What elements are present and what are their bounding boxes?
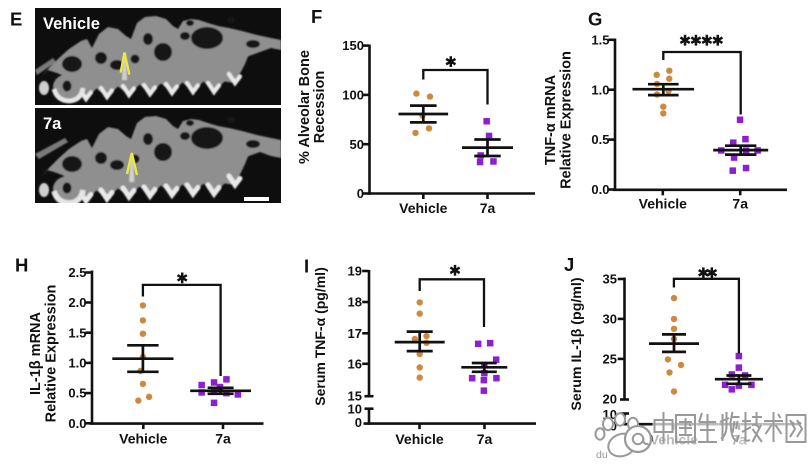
svg-text:Relative Expression: Relative Expression — [559, 51, 575, 189]
svg-text:I: I — [304, 256, 309, 277]
svg-text:0.0: 0.0 — [591, 182, 609, 197]
svg-text:0.5: 0.5 — [591, 132, 609, 147]
svg-text:10: 10 — [348, 402, 362, 417]
svg-text:1.0: 1.0 — [68, 356, 86, 371]
svg-text:25: 25 — [603, 352, 617, 367]
svg-text:G: G — [588, 9, 602, 30]
svg-text:1.0: 1.0 — [591, 82, 609, 97]
svg-text:E: E — [10, 9, 22, 30]
svg-text:0.0: 0.0 — [68, 416, 86, 431]
svg-text:Serum IL-1β (pg/ml): Serum IL-1β (pg/ml) — [569, 277, 585, 410]
svg-text:Vehicle: Vehicle — [395, 431, 443, 447]
svg-text:TNF-α mRNA: TNF-α mRNA — [543, 74, 559, 165]
svg-text:100: 100 — [342, 88, 364, 103]
svg-text:16: 16 — [348, 356, 362, 371]
svg-text:7a: 7a — [215, 431, 231, 447]
svg-text:19: 19 — [348, 264, 362, 279]
svg-text:IL-1β mRNA: IL-1β mRNA — [28, 311, 44, 394]
svg-text:1.5: 1.5 — [68, 325, 86, 340]
svg-text:1.5: 1.5 — [591, 32, 609, 47]
svg-text:Vehicle: Vehicle — [43, 15, 100, 33]
svg-text:F: F — [311, 6, 322, 27]
svg-text:2.5: 2.5 — [68, 265, 86, 280]
svg-text:0: 0 — [357, 186, 364, 201]
svg-text:7a: 7a — [477, 431, 493, 447]
svg-text:7a: 7a — [43, 115, 62, 133]
svg-text:17: 17 — [348, 326, 362, 341]
svg-text:Vehicle: Vehicle — [399, 200, 447, 216]
svg-text:15: 15 — [348, 389, 362, 404]
svg-text:18: 18 — [348, 295, 362, 310]
svg-text:J: J — [564, 254, 574, 275]
svg-text:% Alveolar Bone: % Alveolar Bone — [297, 50, 313, 164]
svg-text:150: 150 — [342, 38, 364, 53]
svg-text:Recession: Recession — [312, 71, 328, 144]
svg-text:20: 20 — [603, 391, 617, 406]
svg-text:Vehicle: Vehicle — [639, 196, 687, 212]
svg-text:0.5: 0.5 — [68, 386, 86, 401]
svg-text:0: 0 — [355, 415, 362, 430]
svg-text:H: H — [15, 255, 28, 276]
svg-text:2.0: 2.0 — [68, 295, 86, 310]
svg-text:35: 35 — [603, 272, 617, 287]
svg-text:7a: 7a — [732, 196, 748, 212]
svg-text:7a: 7a — [480, 200, 496, 216]
svg-text:Serum TNF-α (pg/ml): Serum TNF-α (pg/ml) — [312, 267, 328, 406]
svg-text:50: 50 — [350, 137, 364, 152]
svg-text:30: 30 — [603, 312, 617, 327]
svg-text:du: du — [596, 449, 608, 461]
svg-text:Relative Expression: Relative Expression — [44, 285, 60, 423]
svg-text:Vehicle: Vehicle — [119, 431, 167, 447]
